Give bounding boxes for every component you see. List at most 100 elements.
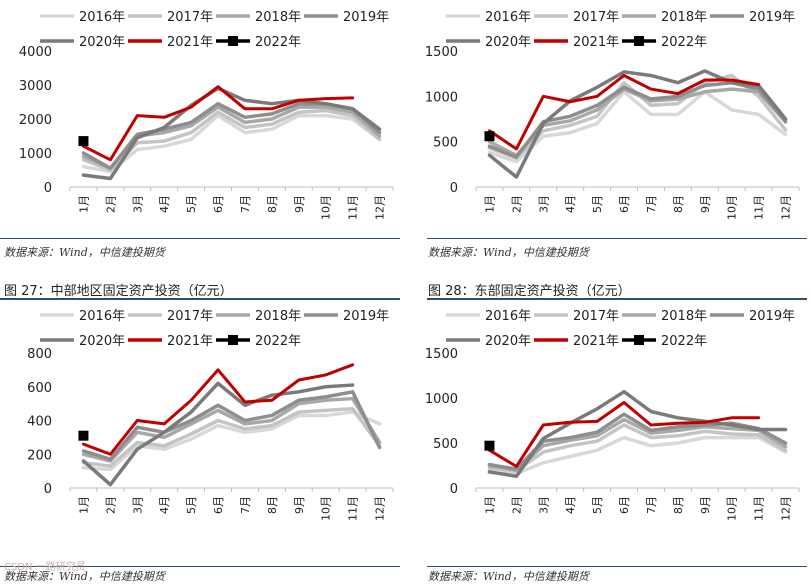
series-line	[81, 396, 382, 463]
legend-label: 2022年	[255, 334, 301, 349]
chart-east-region-investment: 2016年 2017年 2018年 2019年 2020年 2021年 2022年 0 500 1…	[425, 10, 800, 220]
figure-title: 图 28：东部固定资产投资（亿元）	[428, 284, 631, 299]
legend-label: 2016年	[485, 309, 531, 324]
x-tick-label: 10月	[726, 496, 739, 521]
x-tick-label: 2月	[104, 496, 117, 514]
title-underline	[427, 298, 807, 300]
x-tick-label: 10月	[320, 496, 333, 521]
legend-item: 2021年	[128, 35, 213, 50]
legend-label: 2016年	[79, 309, 125, 324]
x-tick-label: 3月	[131, 195, 144, 213]
x-tick-label: 6月	[212, 195, 225, 213]
x-tick-label: 4月	[158, 496, 171, 514]
x-tick-label: 12月	[374, 195, 387, 220]
x-tick-label: 12月	[780, 195, 793, 220]
divider	[427, 238, 807, 239]
legend-item: 2016年	[446, 309, 531, 324]
legend-item: 2017年	[128, 10, 213, 25]
x-tick-label: 6月	[618, 496, 631, 514]
legend-item: 2021年	[534, 35, 619, 50]
x-tick-label: 10月	[320, 195, 333, 220]
series-line	[487, 435, 788, 476]
legend-label: 2017年	[167, 10, 213, 25]
legend-item: 2019年	[710, 309, 795, 324]
legend-label: 2019年	[343, 309, 389, 324]
series-line	[81, 363, 355, 456]
y-tick-label: 0	[44, 181, 52, 196]
legend-label: 2018年	[661, 10, 707, 25]
legend-item: 2019年	[304, 309, 389, 324]
y-tick-label: 1000	[425, 392, 458, 407]
legend-item: 2020年	[40, 334, 125, 349]
legend-label: 2022年	[661, 35, 707, 50]
legend-item: 2022年	[216, 35, 301, 50]
x-tick-label: 8月	[266, 496, 279, 514]
x-tick-label: 12月	[374, 496, 387, 521]
divider	[0, 566, 400, 567]
x-tick-label: 3月	[537, 496, 550, 514]
legend-item: 2022年	[622, 35, 707, 50]
series-line	[487, 401, 761, 468]
legend-item: 2016年	[446, 10, 531, 25]
legend-item: 2021年	[128, 334, 213, 349]
x-tick-label: 2月	[104, 195, 117, 213]
y-tick-label: 800	[27, 347, 52, 362]
x-tick-label: 6月	[618, 195, 631, 213]
legend-item: 2018年	[216, 309, 301, 324]
x-tick-label: 5月	[185, 195, 198, 213]
figure-title: 图 27：中部地区固定资产投资（亿元）	[4, 284, 233, 299]
x-tick-label: 11月	[347, 496, 360, 521]
legend-label: 2019年	[749, 10, 795, 25]
y-tick-label: 4000	[19, 45, 52, 60]
title-underline	[0, 298, 400, 300]
legend-label: 2018年	[255, 309, 301, 324]
series-line	[487, 423, 788, 473]
y-tick-label: 2000	[19, 113, 52, 128]
x-tick-label: 5月	[185, 496, 198, 514]
series-line	[81, 390, 382, 462]
series-line	[487, 73, 761, 151]
x-tick-label: 7月	[239, 195, 252, 213]
legend-item: 2016年	[40, 10, 125, 25]
legend-label: 2021年	[167, 334, 213, 349]
chart-source: 数据来源：Wind，中信建投期货	[428, 570, 589, 583]
y-tick-label: 400	[27, 415, 52, 430]
legend-item: 2022年	[216, 334, 301, 349]
legend-label: 2021年	[573, 35, 619, 50]
x-tick-label: 7月	[239, 496, 252, 514]
divider	[0, 238, 400, 239]
legend-item: 2017年	[128, 309, 213, 324]
legend-item: 2020年	[446, 35, 531, 50]
y-tick-label: 600	[27, 381, 52, 396]
series-line	[81, 381, 355, 487]
x-tick-label: 11月	[753, 195, 766, 220]
legend-label: 2019年	[749, 309, 795, 324]
series-line	[487, 69, 788, 179]
x-tick-label: 8月	[266, 195, 279, 213]
x-tick-label: 10月	[726, 195, 739, 220]
legend-item: 2017年	[534, 10, 619, 25]
legend-label: 2018年	[661, 309, 707, 324]
x-tick-label: 4月	[564, 195, 577, 213]
y-tick-label: 0	[450, 181, 458, 196]
series-line	[81, 406, 382, 468]
legend-label: 2017年	[573, 10, 619, 25]
x-tick-label: 8月	[672, 195, 685, 213]
x-tick-label: 8月	[672, 496, 685, 514]
x-tick-label: 2月	[510, 195, 523, 213]
x-tick-label: 11月	[753, 496, 766, 521]
legend-item: 2018年	[622, 309, 707, 324]
x-tick-label: 1月	[77, 195, 90, 213]
legend-label: 2022年	[661, 334, 707, 349]
y-tick-label: 3000	[19, 79, 52, 94]
legend-marker	[228, 335, 238, 345]
series-line	[81, 85, 355, 162]
y-tick-label: 0	[44, 482, 52, 497]
legend-item: 2018年	[216, 10, 301, 25]
x-tick-label: 1月	[483, 496, 496, 514]
legend-label: 2021年	[573, 334, 619, 349]
series-line	[81, 410, 382, 472]
y-tick-label: 1500	[425, 347, 458, 362]
chart-eastern-investment: 2016年 2017年 2018年 2019年 2020年 2021年 2022年 0 500 1…	[425, 309, 800, 521]
x-tick-label: 6月	[212, 496, 225, 514]
